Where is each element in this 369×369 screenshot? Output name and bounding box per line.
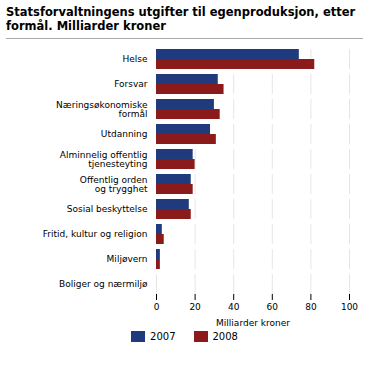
svg-text:Alminnelig offentligtjenesteyt: Alminnelig offentligtjenesteyting (60, 150, 148, 169)
svg-text:Fritid, kultur og religion: Fritid, kultur og religion (43, 229, 148, 239)
svg-text:Milliarder kroner: Milliarder kroner (216, 317, 290, 327)
html-text:2008: 2008 (212, 330, 238, 342)
svg-text:Helse: Helse (122, 54, 147, 64)
svg-text:Utdanning: Utdanning (101, 129, 148, 139)
svg-text:60: 60 (267, 302, 279, 312)
svg-text:0: 0 (154, 302, 160, 312)
svg-text:Miljøvern: Miljøvern (107, 254, 148, 264)
svg-text:Offentlig ordenog trygghet: Offentlig ordenog trygghet (80, 175, 148, 194)
svg-text:80: 80 (305, 302, 317, 312)
svg-text:Sosial beskyttelse: Sosial beskyttelse (67, 204, 148, 214)
svg-text:20: 20 (189, 302, 201, 312)
svg-text:Næringsøkonomiskeformål: Næringsøkonomiskeformål (56, 100, 148, 119)
svg-text:40: 40 (228, 302, 240, 312)
svg-text:Forsvar: Forsvar (114, 79, 148, 89)
svg-text:100: 100 (341, 302, 358, 312)
html-text:2007: 2007 (150, 330, 176, 342)
svg-text:Boliger og nærmiljø: Boliger og nærmiljø (59, 279, 148, 289)
html-text:Statsforvaltningens utgifter t: Statsforvaltningens utgifter til egenpro… (6, 5, 356, 34)
